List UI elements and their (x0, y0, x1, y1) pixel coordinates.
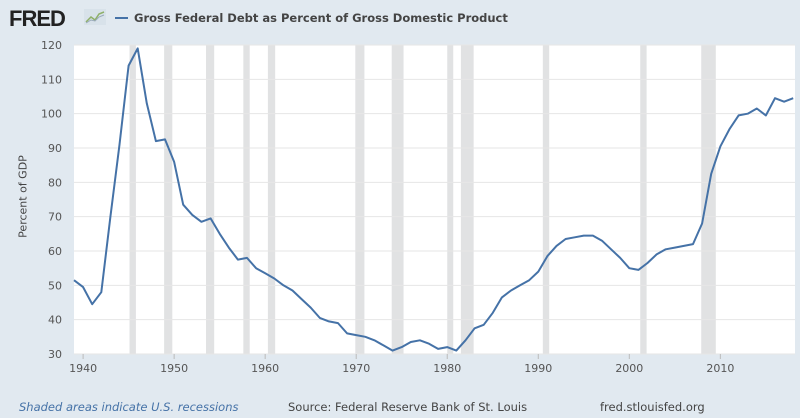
legend-line-swatch (115, 17, 128, 19)
y-tick-label: 90 (48, 142, 62, 155)
y-tick-label: 70 (48, 211, 62, 224)
plot-area (74, 45, 795, 354)
x-tick-label: 1960 (251, 362, 279, 375)
x-tick-label: 1950 (160, 362, 188, 375)
fred-logo[interactable]: FRED (9, 6, 66, 31)
recession-band (243, 45, 250, 354)
recession-band (701, 45, 716, 354)
chart-legend: Gross Federal Debt as Percent of Gross D… (115, 11, 508, 25)
recession-band (164, 45, 173, 354)
y-tick-label: 30 (48, 348, 62, 361)
recession-band (460, 45, 474, 354)
recession-band (206, 45, 215, 354)
series-line (73, 47, 794, 352)
x-tick-label: 1990 (524, 362, 552, 375)
recession-note: Shaded areas indicate U.S. recessions (19, 400, 239, 414)
site-link[interactable]: fred.stlouisfed.org (600, 400, 705, 414)
recession-band (640, 45, 647, 354)
source-text: Source: Federal Reserve Bank of St. Loui… (288, 400, 528, 414)
y-tick-label: 120 (41, 39, 62, 52)
recession-band (542, 45, 550, 354)
x-tick-label: 1980 (433, 362, 461, 375)
y-tick-label: 110 (41, 73, 62, 86)
recession-band (129, 45, 136, 354)
x-tick-label: 1940 (69, 362, 97, 375)
recession-band (267, 45, 276, 354)
recession-band (355, 45, 365, 354)
recession-band (447, 45, 454, 354)
x-tick-label: 1970 (342, 362, 370, 375)
x-tick-label: 2010 (706, 362, 734, 375)
y-tick-label: 40 (48, 314, 62, 327)
legend-label: Gross Federal Debt as Percent of Gross D… (134, 11, 508, 25)
x-tick-label: 2000 (615, 362, 643, 375)
y-tick-label: 100 (41, 108, 62, 121)
y-tick-label: 60 (48, 245, 62, 258)
y-tick-label: 80 (48, 176, 62, 189)
fred-chart-icon (84, 9, 106, 25)
y-axis-label: Percent of GDP (16, 155, 30, 238)
recession-band (391, 45, 404, 354)
y-tick-label: 50 (48, 279, 62, 292)
